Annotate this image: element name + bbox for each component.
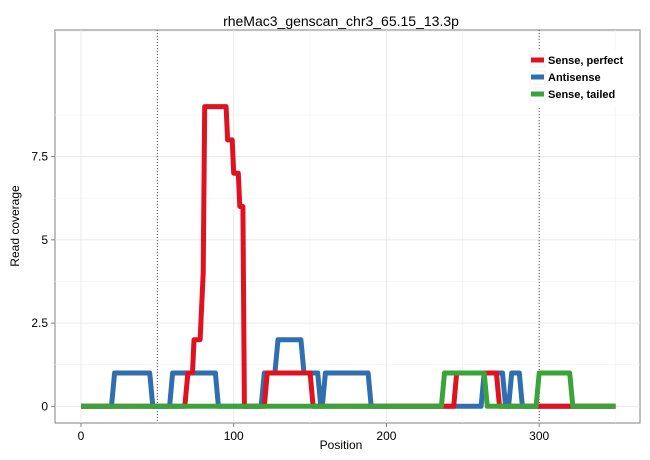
series-lines — [81, 104, 616, 409]
x-tick-label: 100 — [224, 429, 244, 443]
y-tick-label: 0 — [41, 399, 48, 413]
x-tick-label: 200 — [376, 429, 396, 443]
legend-label: Sense, tailed — [548, 89, 615, 101]
x-axis-label: Position — [320, 438, 363, 452]
series-line-sense-tailed — [81, 370, 616, 409]
chart-title: rheMac3_genscan_chr3_65.15_13.3p — [223, 13, 459, 29]
legend-label: Antisense — [548, 72, 601, 84]
y-tick-label: 5 — [41, 233, 48, 247]
legend-label: Sense, perfect — [548, 55, 624, 67]
legend: Sense, perfect Antisense Sense, tailed — [527, 50, 630, 106]
y-axis-label: Read coverage — [8, 185, 22, 267]
axes: 0 100 200 300 0 2.5 5 7.5 — [31, 150, 549, 443]
x-tick-label: 300 — [529, 429, 549, 443]
series-line-sense-perfect — [81, 104, 616, 409]
y-tick-label: 2.5 — [31, 316, 48, 330]
reference-lines — [156, 30, 540, 423]
y-tick-label: 7.5 — [31, 150, 48, 164]
x-tick-label: 0 — [78, 429, 85, 443]
